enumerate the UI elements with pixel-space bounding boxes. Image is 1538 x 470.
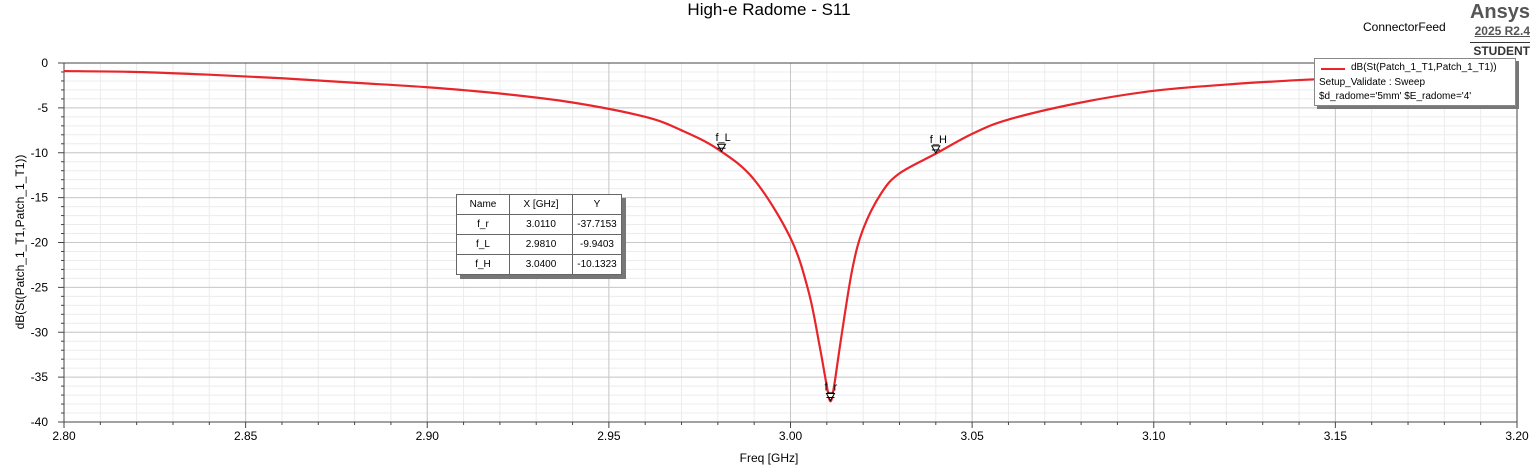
y-tick-label: -40 (31, 415, 49, 429)
marker-table-col-y: Y (572, 194, 622, 215)
legend-swatch (1321, 68, 1345, 70)
x-tick-label: 3.05 (960, 429, 984, 443)
marker-label: f_H (930, 134, 947, 146)
x-tick-label: 3.00 (779, 429, 803, 443)
marker-x: 3.0110 (509, 214, 573, 235)
table-row: f_r 3.0110 -37.7153 (456, 214, 622, 235)
marker-name: f_L (456, 234, 510, 255)
table-row: f_H 3.0400 -10.1323 (456, 254, 622, 275)
marker-y: -10.1323 (572, 254, 622, 275)
x-axis-ticks: 2.80 2.85 2.90 2.95 3.00 3.05 3.10 3.15 3.20 (52, 422, 1529, 443)
series-line-s11 (63, 69, 1499, 403)
marker-layer: f_r f_L f_H (715, 132, 947, 402)
series-layer (63, 69, 1499, 403)
marker-table-col-x: X [GHz] (509, 194, 573, 215)
marker-triangle (716, 143, 727, 153)
y-tick-label: -5 (37, 101, 48, 115)
brand-name: Ansys (1469, 1, 1530, 23)
legend-setup: Setup_Validate : Sweep (1319, 77, 1426, 88)
marker-x: 3.0400 (509, 254, 573, 275)
y-axis-label: dB(St(Patch_1_T1,Patch_1_T1)) (13, 154, 27, 330)
y-tick-label: 0 (41, 56, 48, 70)
marker-y: -9.9403 (572, 234, 622, 255)
marker-y: -37.7153 (572, 214, 622, 235)
x-tick-label: 2.90 (416, 429, 440, 443)
legend-series-label: dB(St(Patch_1_T1,Patch_1_T1)) (1351, 62, 1497, 73)
marker-label: f_L (715, 132, 730, 144)
y-axis-ticks: 0 -5 -10 -15 -20 -25 -30 -35 -40 (31, 56, 64, 429)
marker-name: f_H (456, 254, 510, 275)
chart-legend[interactable]: dB(St(Patch_1_T1,Patch_1_T1)) Setup_Vali… (1314, 58, 1516, 106)
x-tick-label: 3.10 (1142, 429, 1166, 443)
chart-title: High-e Radome - S11 (687, 0, 851, 19)
x-tick-label: 2.95 (597, 429, 621, 443)
brand-version: 2025 R2.4 (1474, 24, 1530, 38)
marker-table[interactable]: Name X [GHz] Y f_r 3.0110 -37.7153 f_L 2… (456, 194, 622, 275)
y-tick-label: -20 (31, 236, 49, 250)
x-tick-label: 3.20 (1505, 429, 1529, 443)
marker-table-col-name: Name (456, 194, 510, 215)
marker-table-header: Name X [GHz] Y (456, 194, 622, 215)
feed-label: ConnectorFeed (1363, 20, 1446, 34)
marker-x: 2.9810 (509, 234, 573, 255)
y-tick-label: -30 (31, 325, 49, 339)
ansys-brand: Ansys 2025 R2.4 STUDENT (1469, 1, 1530, 58)
x-tick-label: 2.85 (234, 429, 258, 443)
x-tick-label: 2.80 (52, 429, 76, 443)
legend-params: $d_radome='5mm' $E_radome='4' (1319, 91, 1472, 102)
marker-triangle (930, 145, 941, 154)
x-tick-label: 3.15 (1324, 429, 1348, 443)
brand-edition: STUDENT (1469, 42, 1530, 58)
marker-name: f_r (456, 214, 510, 235)
x-axis-label: Freq [GHz] (739, 451, 799, 465)
y-tick-label: -35 (31, 370, 49, 384)
marker-label: f_r (824, 381, 837, 393)
table-row: f_L 2.9810 -9.9403 (456, 234, 622, 255)
y-tick-label: -25 (31, 280, 49, 294)
y-tick-label: -15 (31, 191, 49, 205)
y-tick-label: -10 (31, 146, 49, 160)
